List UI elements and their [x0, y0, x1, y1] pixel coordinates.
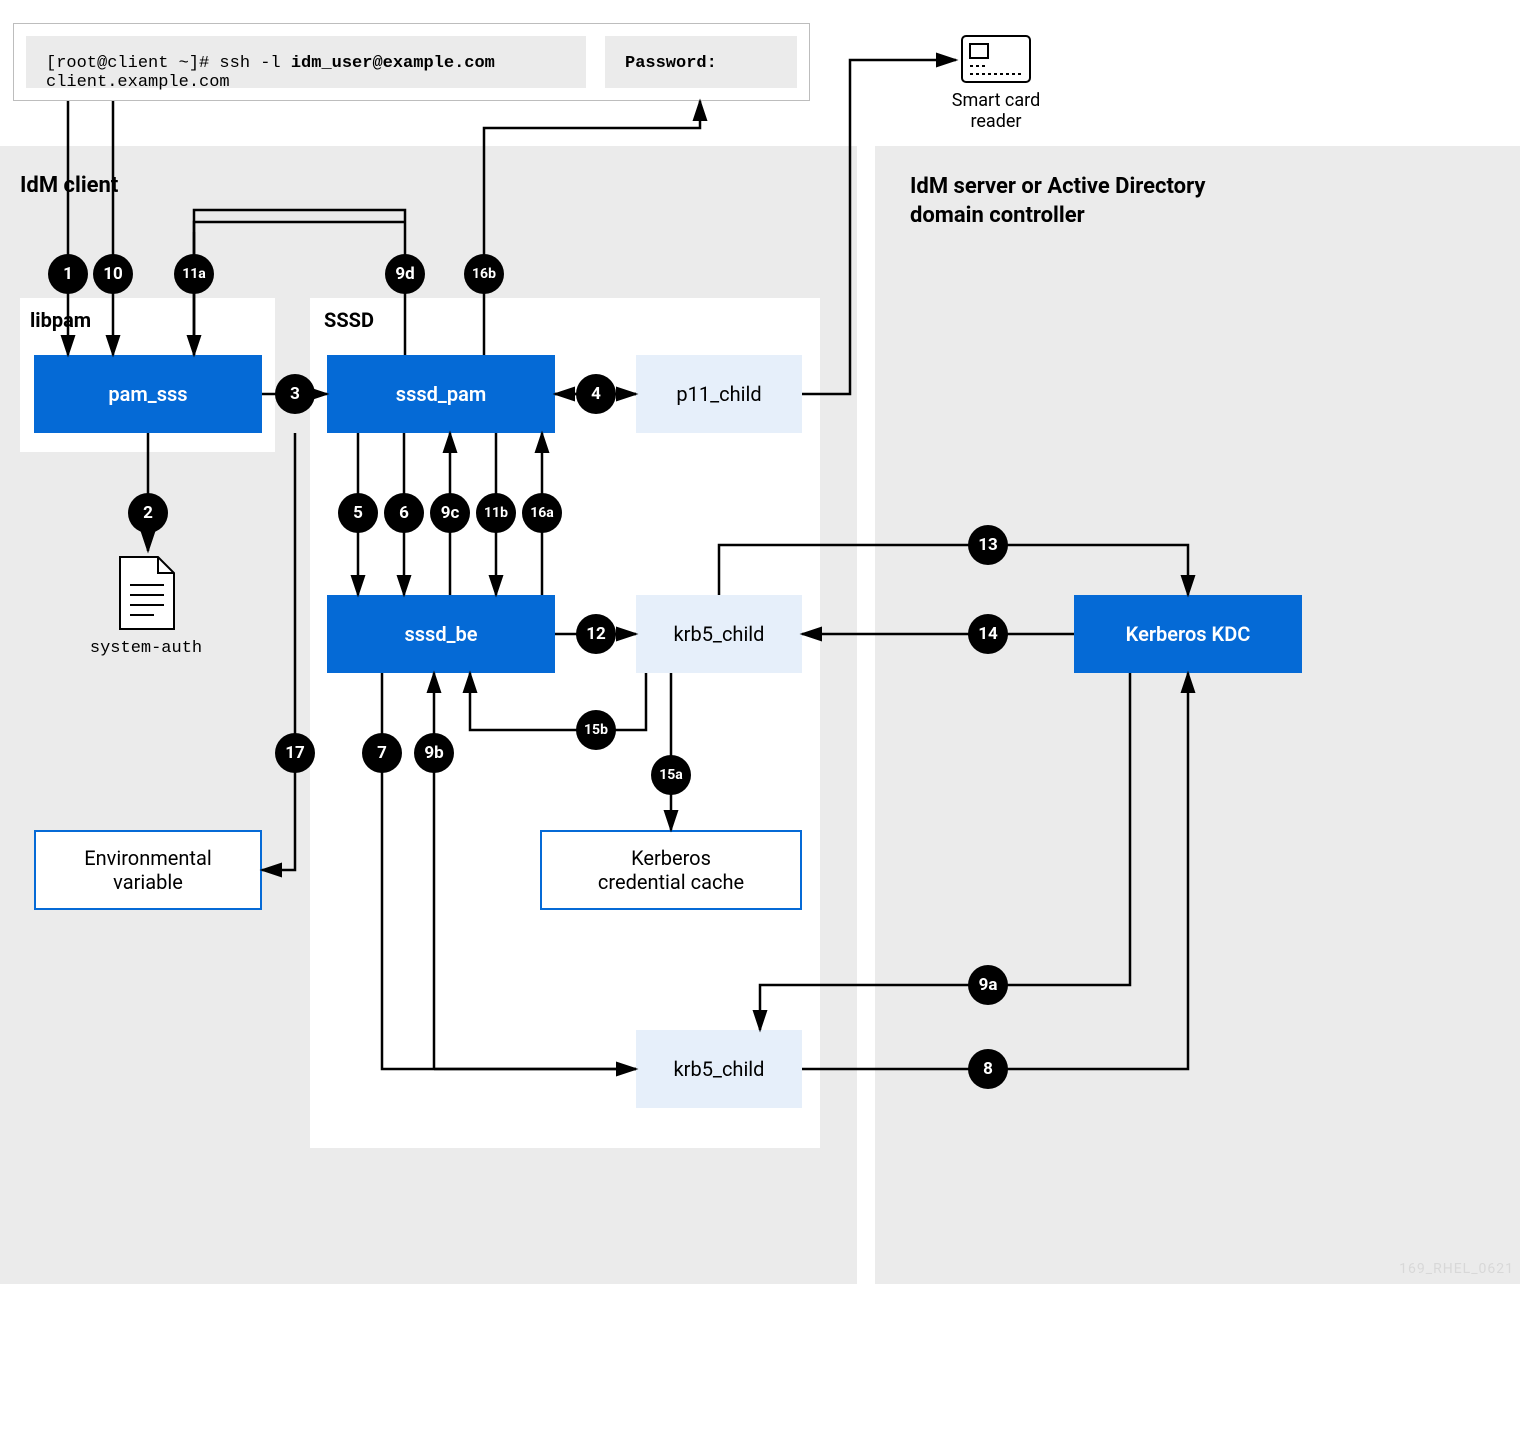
- badge-3: 3: [275, 374, 315, 414]
- badge-16b: 16b: [464, 254, 504, 294]
- box-kdc: Kerberos KDC: [1074, 595, 1302, 673]
- server-panel: [875, 146, 1520, 1284]
- badge-9d: 9d: [385, 254, 425, 294]
- box-pam_sss: pam_sss: [34, 355, 262, 433]
- watermark: 169_RHEL_0621: [1399, 1261, 1514, 1277]
- badge-13: 13: [968, 525, 1008, 565]
- badge-12: 12: [576, 614, 616, 654]
- badge-2: 2: [128, 493, 168, 533]
- badge-9c: 9c: [430, 493, 470, 533]
- box-krb5b: krb5_child: [636, 1030, 802, 1108]
- badge-11b: 11b: [476, 493, 516, 533]
- libpam-label: libpam: [30, 308, 91, 332]
- box-sssd_pam: sssd_pam: [327, 355, 555, 433]
- box-p11_child: p11_child: [636, 355, 802, 433]
- box-krb5a: krb5_child: [636, 595, 802, 673]
- sssd-label: SSSD: [324, 308, 374, 332]
- badge-9a: 9a: [968, 965, 1008, 1005]
- badge-6: 6: [384, 493, 424, 533]
- badge-1: 1: [48, 254, 88, 294]
- badge-9b: 9b: [414, 733, 454, 773]
- badge-10: 10: [93, 254, 133, 294]
- box-env: Environmentalvariable: [34, 830, 262, 910]
- document-icon: [116, 555, 178, 631]
- badge-7: 7: [362, 733, 402, 773]
- box-kcache: Kerberoscredential cache: [540, 830, 802, 910]
- badge-15b: 15b: [576, 710, 616, 750]
- terminal-command: [root@client ~]# ssh -l idm_user@example…: [26, 36, 586, 88]
- client-label: IdM client: [20, 173, 118, 198]
- box-sssd_be: sssd_be: [327, 595, 555, 673]
- badge-8: 8: [968, 1049, 1008, 1089]
- badge-15a: 15a: [651, 755, 691, 795]
- badge-14: 14: [968, 614, 1008, 654]
- smartcard-icon: [960, 34, 1032, 84]
- smartcard-label: Smart cardreader: [926, 90, 1066, 132]
- badge-5: 5: [338, 493, 378, 533]
- diagram-stage: [root@client ~]# ssh -l idm_user@example…: [0, 0, 1520, 1455]
- password-prompt: Password:: [605, 36, 797, 88]
- badge-16a: 16a: [522, 493, 562, 533]
- server-label: IdM server or Active Directory domain co…: [910, 173, 1210, 230]
- badge-11a: 11a: [174, 254, 214, 294]
- badge-4: 4: [576, 374, 616, 414]
- system-auth-label: system-auth: [86, 639, 206, 658]
- badge-17: 17: [275, 733, 315, 773]
